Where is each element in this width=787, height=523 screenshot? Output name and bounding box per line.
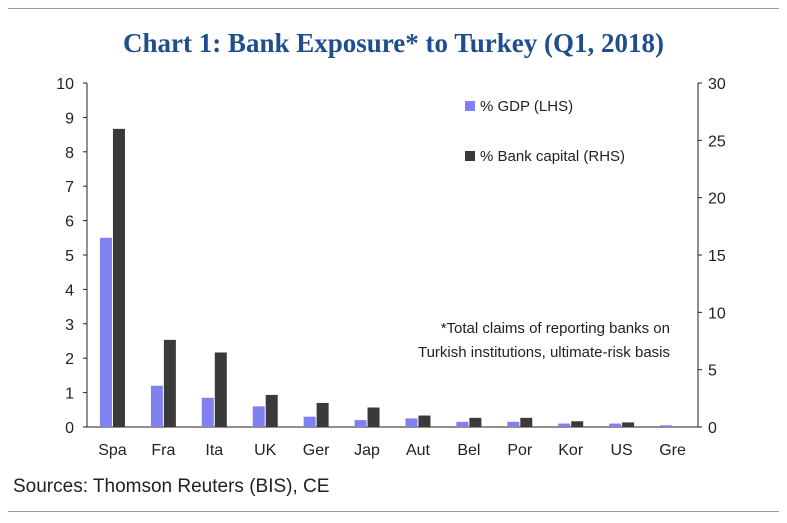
left-axis-tick-label: 9 <box>65 110 74 127</box>
x-axis-category-label: Aut <box>406 442 431 459</box>
bar-bank-capital <box>367 407 380 427</box>
x-axis-category-label: Jap <box>354 442 380 459</box>
bar-gdp <box>303 416 316 427</box>
legend: % GDP (LHS) % Bank capital (RHS) <box>465 98 625 165</box>
bar-bank-capital <box>265 394 278 427</box>
x-axis-category-label: Ger <box>303 442 330 459</box>
bar-gdp <box>507 421 520 427</box>
legend-swatch-gdp <box>465 101 475 111</box>
left-axis-tick-label: 6 <box>65 214 74 231</box>
bar-gdp <box>609 423 622 427</box>
legend-label-capital: % Bank capital (RHS) <box>480 148 625 165</box>
left-axis-tick-label: 8 <box>65 145 74 162</box>
x-axis-category-label: Fra <box>151 442 175 459</box>
x-axis-category-label: UK <box>254 442 277 459</box>
right-axis-tick-label: 30 <box>708 76 726 93</box>
bottom-rule <box>8 511 779 512</box>
chart-title: Chart 1: Bank Exposure* to Turkey (Q1, 2… <box>122 28 665 58</box>
source-note: Sources: Thomson Reuters (BIS), CE <box>13 476 330 497</box>
top-rule <box>8 8 779 9</box>
left-axis-tick-label: 2 <box>65 351 74 368</box>
right-axis-tick-label: 5 <box>708 363 717 380</box>
bar-bank-capital <box>112 128 125 427</box>
bar-gdp <box>558 423 571 427</box>
x-axis-category-label: Spa <box>98 442 127 459</box>
x-axis-category-label: Por <box>507 442 533 459</box>
x-axis-category-label: Bel <box>457 442 480 459</box>
bar-bank-capital <box>214 352 227 427</box>
bar-gdp <box>405 418 418 427</box>
bar-gdp <box>354 420 367 427</box>
bar-bank-capital <box>520 417 533 427</box>
x-axis-category-label: US <box>611 442 633 459</box>
bar-gdp <box>252 406 265 427</box>
annotation-line-1: *Total claims of reporting banks on <box>441 320 670 337</box>
bar-gdp <box>201 397 214 427</box>
bar-bank-capital <box>469 417 482 427</box>
bar-bank-capital <box>163 339 176 427</box>
bar-gdp <box>456 421 469 427</box>
right-axis-tick-label: 0 <box>708 420 717 437</box>
bar-bank-capital <box>571 421 584 427</box>
left-axis-tick-label: 7 <box>65 179 74 196</box>
bar-bank-capital <box>622 422 635 427</box>
right-axis-tick-label: 15 <box>708 248 726 265</box>
bars <box>99 128 673 427</box>
left-axis-tick-label: 10 <box>56 76 74 93</box>
left-axis-tick-label: 0 <box>65 420 74 437</box>
right-axis-tick-label: 25 <box>708 133 726 150</box>
x-axis-category-label: Kor <box>558 442 584 459</box>
annotation-line-2: Turkish institutions, ultimate-risk basi… <box>418 344 670 361</box>
bar-bank-capital <box>418 415 431 427</box>
axes: 0 1 2 3 4 5 6 7 8 9 10 0 5 10 15 20 25 30 Spa Fra Ita UK Ger Ja… <box>56 76 726 459</box>
legend-label-gdp: % GDP (LHS) <box>480 98 573 115</box>
bar-gdp <box>99 237 112 427</box>
right-axis-tick-label: 20 <box>708 191 726 208</box>
x-axis-category-label: Gre <box>659 442 686 459</box>
bar-gdp <box>150 385 163 427</box>
left-axis-tick-label: 4 <box>65 282 74 299</box>
bar-bank-capital <box>316 402 329 427</box>
right-axis-tick-label: 10 <box>708 305 726 322</box>
left-axis-tick-label: 3 <box>65 317 74 334</box>
x-axis-category-label: Ita <box>205 442 223 459</box>
left-axis-tick-label: 1 <box>65 386 74 403</box>
legend-swatch-capital <box>465 151 475 161</box>
left-axis-tick-label: 5 <box>65 248 74 265</box>
bar-gdp <box>660 425 673 427</box>
